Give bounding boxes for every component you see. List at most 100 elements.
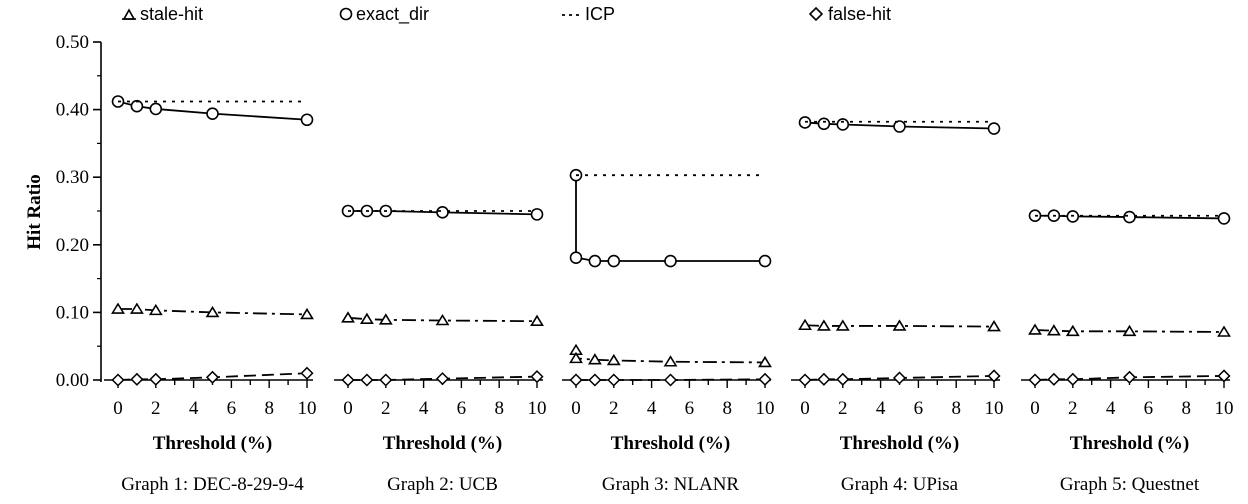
graph-caption: Graph 2: UCB <box>387 474 498 495</box>
data-point <box>798 318 812 331</box>
series-false-hit <box>341 370 544 387</box>
x-tick-label: 10 <box>756 398 775 419</box>
graph-caption: Graph 3: NLANR <box>602 474 740 495</box>
data-point <box>1028 323 1042 335</box>
data-point <box>817 117 831 131</box>
x-tick-label: 10 <box>298 398 317 419</box>
x-tick-label: 10 <box>1215 398 1234 419</box>
data-point <box>1122 370 1137 384</box>
data-point <box>435 313 450 326</box>
x-tick-label: 6 <box>457 398 467 419</box>
data-point <box>205 305 220 318</box>
data-point <box>569 351 583 364</box>
series-false-hit <box>569 372 772 387</box>
data-point <box>1217 212 1231 225</box>
data-point <box>587 353 602 365</box>
data-point <box>817 372 831 386</box>
data-point <box>569 373 583 387</box>
x-tick-label: 10 <box>985 398 1004 419</box>
data-point <box>892 319 907 331</box>
panel-4: 0 2 4 6 8 10 Threshold (%) Graph 4: UPisa <box>791 116 1004 495</box>
data-point <box>206 107 219 120</box>
legend-label-stale-hit: stale-hit <box>140 4 203 24</box>
data-point <box>111 302 125 314</box>
y-tick-label: 0.00 <box>56 370 89 391</box>
x-tick-label: 8 <box>494 398 504 419</box>
graph-caption: Graph 4: UPisa <box>841 474 959 495</box>
x-tick-label: 0 <box>800 398 810 419</box>
series-exact-dir <box>111 95 314 127</box>
panel-3: 0 2 4 6 8 10 Threshold (%) Graph 3: NLANR <box>562 168 775 495</box>
series-stale-hit <box>1028 323 1231 337</box>
x-tick-label: 2 <box>151 398 161 419</box>
series-stale-hit <box>341 311 544 326</box>
data-point <box>569 251 583 264</box>
series-stale-hit <box>569 343 772 368</box>
x-axis-label: Threshold (%) <box>153 433 272 454</box>
x-axis-label: Threshold (%) <box>840 433 959 454</box>
legend: stale-hit exact_dir ICP false-hit <box>122 4 891 25</box>
series-false-hit <box>1028 369 1231 387</box>
data-point <box>816 319 831 331</box>
data-point <box>435 372 450 386</box>
x-tick-label: 0 <box>571 398 581 419</box>
data-point <box>436 206 449 219</box>
data-point <box>1046 324 1061 336</box>
data-point <box>1217 369 1231 383</box>
x-axis-label: Threshold (%) <box>1070 433 1189 454</box>
data-point <box>1065 324 1080 337</box>
panel-1: 0 2 4 6 8 10 Threshold (%) Graph 1: DEC-8-29-9-… <box>104 95 317 495</box>
data-point <box>530 314 544 326</box>
x-tick-label: 2 <box>838 398 848 419</box>
legend-item-icp: ICP <box>562 4 615 24</box>
data-point <box>341 311 355 323</box>
x-tick-label: 6 <box>914 398 924 419</box>
legend-label-exact-dir: exact_dir <box>356 4 429 25</box>
x-tick-label: 6 <box>227 398 237 419</box>
data-point <box>530 208 544 221</box>
data-point <box>892 371 907 385</box>
data-point <box>987 369 1001 383</box>
x-tick-label: 8 <box>264 398 274 419</box>
y-tick-label: 0.30 <box>56 167 89 188</box>
series-exact-dir <box>569 168 772 268</box>
data-point <box>205 370 220 384</box>
data-point <box>341 373 355 387</box>
x-tick-label: 2 <box>381 398 391 419</box>
legend-item-exact-dir: exact_dir <box>339 4 429 25</box>
x-tick-label: 8 <box>1181 398 1191 419</box>
graph-caption: Graph 5: Questnet <box>1060 474 1200 495</box>
data-point <box>360 373 374 387</box>
data-point <box>607 254 621 268</box>
plot-area: 0.00 0.10 0.20 0.30 0.40 0.50 0 2 4 6 8 10 Threshold… <box>56 32 1234 495</box>
data-point <box>300 366 314 380</box>
data-point <box>987 320 1001 332</box>
x-tick-label: 0 <box>113 398 123 419</box>
x-tick-label: 8 <box>951 398 961 419</box>
data-point <box>606 353 621 366</box>
y-tick-label: 0.20 <box>56 235 89 256</box>
series-false-hit <box>798 369 1001 387</box>
series-line <box>575 175 765 262</box>
data-point <box>149 102 163 116</box>
series-stale-hit <box>798 318 1001 332</box>
data-point <box>588 373 602 387</box>
data-point <box>758 254 772 268</box>
data-point <box>378 313 393 325</box>
data-point <box>663 355 678 367</box>
data-point <box>836 372 850 386</box>
x-tick-label: 0 <box>343 398 353 419</box>
data-point <box>530 370 544 384</box>
y-tick-label: 0.50 <box>56 32 89 53</box>
x-tick-label: 2 <box>609 398 619 419</box>
x-tick-label: 4 <box>647 398 657 419</box>
series-exact-dir <box>798 116 1001 135</box>
graph-caption: Graph 1: DEC-8-29-9-4 <box>121 474 304 495</box>
x-tick-label: 0 <box>1030 398 1040 419</box>
data-point <box>379 373 393 387</box>
legend-label-false-hit: false-hit <box>828 4 891 24</box>
data-point <box>758 372 772 386</box>
panel-2: 0 2 4 6 8 10 Threshold (%) Graph 2: UCB <box>334 204 547 495</box>
data-point <box>359 312 374 324</box>
